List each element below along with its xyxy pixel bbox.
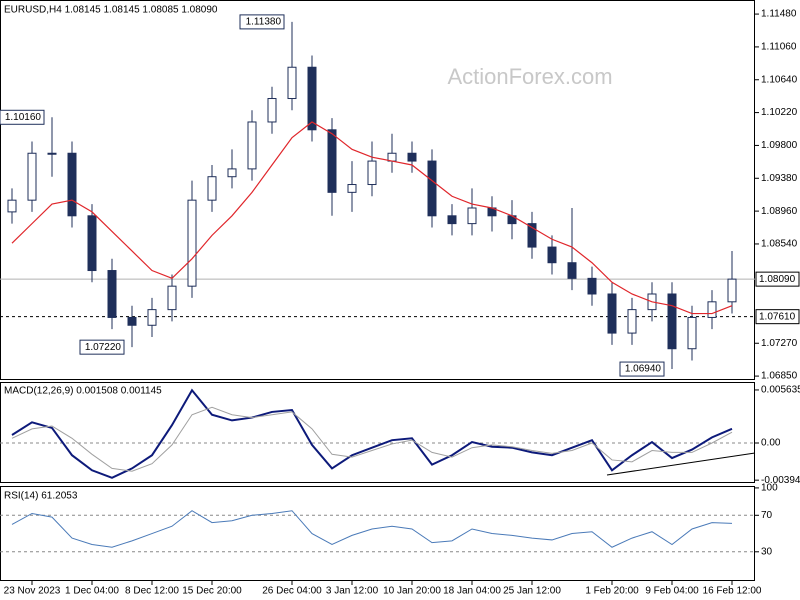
candle-body bbox=[667, 293, 677, 350]
candle-body bbox=[47, 152, 57, 155]
y-tick-label: 100 bbox=[761, 483, 778, 494]
x-tick-label: 3 Jan 12:00 bbox=[326, 586, 379, 597]
candle-body bbox=[107, 270, 117, 318]
annotation-box bbox=[239, 14, 285, 30]
candle-body bbox=[547, 246, 557, 264]
y-tick-label: 1.09380 bbox=[761, 173, 798, 184]
candle-body bbox=[407, 152, 417, 162]
candle-body bbox=[447, 215, 457, 225]
price-box-label: 1.07610 bbox=[759, 311, 796, 322]
candle-body bbox=[147, 309, 157, 326]
candle-body bbox=[227, 168, 237, 178]
candle-body bbox=[87, 215, 97, 272]
x-tick-label: 1 Feb 20:00 bbox=[585, 586, 639, 597]
panel-title: RSI(14) 61.2053 bbox=[4, 491, 78, 502]
x-tick-label: 26 Dec 04:00 bbox=[262, 586, 322, 597]
candle-body bbox=[707, 301, 717, 318]
annotation-label: 1.11380 bbox=[246, 17, 282, 28]
line bbox=[11, 388, 733, 479]
y-tick-label: 30 bbox=[761, 546, 773, 557]
y-tick-label: 1.10640 bbox=[761, 74, 798, 85]
annotation-box bbox=[619, 361, 665, 377]
candle-body bbox=[287, 66, 297, 100]
candle-body bbox=[627, 309, 637, 334]
macd-panel bbox=[0, 382, 755, 483]
x-tick-label: 8 Dec 12:00 bbox=[125, 586, 179, 597]
annotation-label: 1.07220 bbox=[85, 342, 122, 353]
watermark: ActionForex.com bbox=[447, 64, 612, 89]
x-tick-label: 16 Feb 12:00 bbox=[703, 586, 762, 597]
y-tick-label: 1.11060 bbox=[761, 42, 797, 53]
x-tick-label: 9 Feb 04:00 bbox=[645, 586, 699, 597]
y-tick-label: 1.10220 bbox=[761, 107, 798, 118]
y-tick-label: 1.08960 bbox=[761, 206, 798, 217]
x-tick-label: 23 Nov 2023 bbox=[4, 586, 61, 597]
candle-body bbox=[687, 316, 697, 350]
candle-body bbox=[387, 152, 397, 162]
candle-body bbox=[27, 152, 37, 201]
x-tick-label: 1 Dec 04:00 bbox=[65, 586, 119, 597]
candle-body bbox=[307, 66, 317, 131]
annotation-label: 1.10160 bbox=[5, 112, 42, 123]
annotation-label: 1.06940 bbox=[625, 364, 662, 375]
price-box-label: 1.08090 bbox=[759, 274, 796, 285]
price-panel bbox=[0, 0, 755, 380]
rsi-panel bbox=[0, 486, 755, 581]
trend-line bbox=[606, 452, 756, 476]
price-box bbox=[755, 271, 800, 287]
y-tick-label: 0.005635 bbox=[761, 385, 800, 396]
line bbox=[11, 510, 733, 548]
candle-body bbox=[587, 277, 597, 295]
candle-body bbox=[247, 121, 257, 170]
line bbox=[11, 121, 733, 315]
annotation-box bbox=[79, 339, 125, 355]
panel-title: EURUSD,H4 1.08145 1.08145 1.08085 1.0809… bbox=[4, 5, 218, 16]
y-tick-label: 1.06850 bbox=[761, 371, 798, 382]
candle-body bbox=[427, 160, 437, 217]
y-tick-label: -0.003949 bbox=[761, 475, 800, 486]
panel-title: MACD(12,26,9) 0.001508 0.001145 bbox=[4, 386, 162, 397]
candle-body bbox=[607, 293, 617, 334]
y-tick-label: 1.11480 bbox=[761, 9, 797, 20]
candle-body bbox=[67, 152, 77, 217]
candle-body bbox=[327, 129, 337, 193]
candle-body bbox=[187, 199, 197, 287]
y-tick-label: 1.08540 bbox=[761, 239, 798, 250]
y-tick-label: 1.07270 bbox=[761, 338, 798, 349]
candle-body bbox=[167, 285, 177, 311]
candle-body bbox=[207, 176, 217, 201]
candle-body bbox=[127, 316, 137, 326]
candle-body bbox=[367, 160, 377, 186]
candle-body bbox=[267, 98, 277, 123]
candle-body bbox=[7, 199, 17, 213]
annotation-box bbox=[0, 109, 45, 125]
candle-body bbox=[567, 262, 577, 279]
x-tick-label: 10 Jan 20:00 bbox=[383, 586, 441, 597]
line bbox=[11, 406, 733, 472]
candle-body bbox=[727, 278, 737, 303]
candle-body bbox=[467, 207, 477, 225]
y-tick-label: 0.00 bbox=[761, 438, 781, 449]
y-tick-label: 1.09800 bbox=[761, 140, 798, 151]
candle-body bbox=[347, 184, 357, 193]
x-tick-label: 18 Jan 04:00 bbox=[443, 586, 501, 597]
candle-body bbox=[527, 223, 537, 248]
y-tick-label: 70 bbox=[761, 510, 773, 521]
x-tick-label: 15 Dec 20:00 bbox=[182, 586, 242, 597]
price-box bbox=[755, 309, 800, 325]
x-tick-label: 25 Jan 12:00 bbox=[503, 586, 561, 597]
